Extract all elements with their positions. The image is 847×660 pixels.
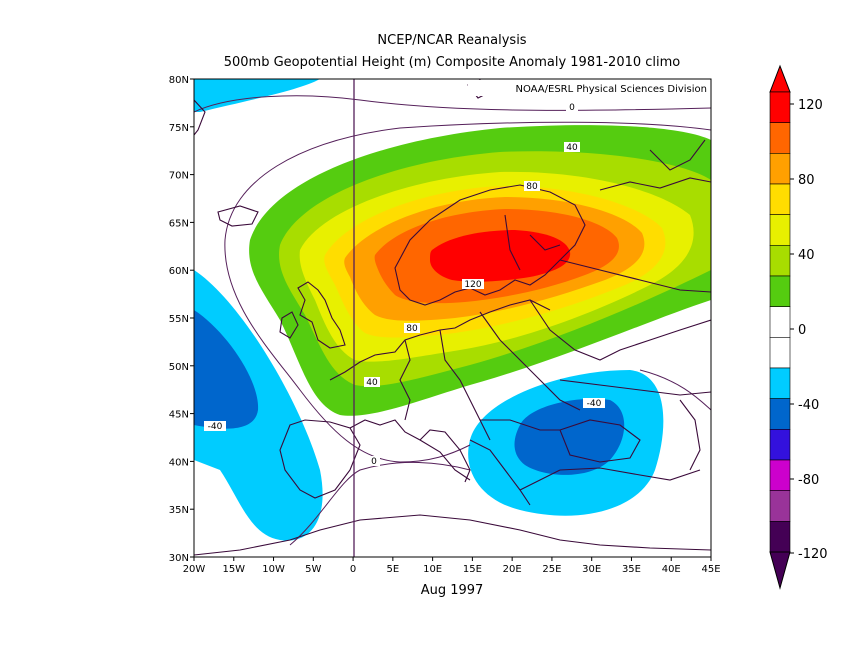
lon-tick-label: 20W [183,564,206,575]
longitude-axis: 20W 15W 10W 5W 0 5E 10E 15E 20E 25E 30E 35E 40E 45E [183,557,721,575]
contour-label-40-north: 40 [566,143,578,153]
lon-tick-label: 15E [463,564,482,575]
lat-tick-label: 50N [169,362,189,373]
contour-label-40-south: 40 [366,378,378,388]
colorbar: 120 80 40 0 -40 -80 -120 [769,64,828,590]
lat-tick-label: 40N [169,457,189,468]
colorbar-segment [769,183,791,215]
lon-tick-label: 10E [423,564,442,575]
lon-tick-label: 20E [503,564,522,575]
lat-tick-label: 55N [169,314,189,325]
lat-tick-label: 65N [169,218,189,229]
neg-west-40 [194,310,259,429]
colorbar-label: -120 [798,547,828,562]
colorbar-segment [769,337,791,369]
coastlines [194,79,711,556]
colorbar-label: 120 [798,98,823,113]
colorbar-top-arrow [769,64,791,93]
colorbar-label: -80 [798,473,819,488]
contour-zero-north [194,95,711,113]
colorbar-label: 80 [798,173,815,188]
colorbar-segment [769,367,791,399]
lon-tick-label: 35E [622,564,641,575]
colorbar-segment [769,153,791,185]
colorbar-segment [769,214,791,246]
colorbar-segment [769,490,791,522]
lon-tick-label: 0 [350,564,356,575]
credit-text: NOAA/ESRL Physical Sciences Division [516,84,708,95]
colorbar-label: 0 [798,323,806,338]
lat-tick-label: 45N [169,410,189,421]
colorbar-segment [769,521,791,553]
contour-label-neg40-east: -40 [587,399,602,409]
lat-tick-label: 80N [169,75,189,86]
colorbar-segment [769,429,791,461]
lat-tick-label: 70N [169,171,189,182]
neg-nw-20 [194,79,320,112]
lon-tick-label: 40E [662,564,681,575]
colorbar-segment [769,275,791,307]
neg-west-20 [194,270,323,541]
colorbar-label: 40 [798,248,815,263]
colorbar-segment [769,245,791,277]
colorbar-label: -40 [798,398,819,413]
lat-tick-label: 30N [169,553,189,564]
contour-label-0-north: 0 [569,103,575,113]
neg-se-40 [514,398,625,475]
lat-tick-label: 35N [169,505,189,516]
lon-tick-label: 10W [262,564,285,575]
contour-label-80-north: 80 [526,182,538,192]
latitude-axis: 80N 75N 70N 65N 60N 55N 50N 45N 40N 35N 30N [169,75,194,564]
lon-tick-label: 30E [582,564,601,575]
anomaly-field [194,79,711,557]
contour-labels: 0 40 80 120 80 40 -40 -40 0 [204,102,605,467]
colorbar-segment [769,306,791,338]
contour-neg20-east [639,369,711,411]
contour-label-neg40-west: -40 [208,422,223,432]
colorbar-segment [769,398,791,430]
contour-lines [194,95,711,546]
lat-tick-label: 75N [169,123,189,134]
lat-tick-label: 60N [169,266,189,277]
colorbar-segment [769,122,791,154]
contour-label-120: 120 [464,280,481,290]
contour-label-0-south: 0 [371,457,377,467]
period-label: Aug 1997 [421,583,484,598]
contour-zero-south [289,461,471,546]
lon-tick-label: 25E [542,564,561,575]
title-line-1: NCEP/NCAR Reanalysis [377,33,526,48]
credit-box [468,80,710,96]
colorbar-segment [769,91,791,123]
colorbar-bottom-arrow [769,551,791,590]
lon-tick-label: 15W [222,564,245,575]
contour-zero-mid [224,121,711,463]
contour-label-80-south: 80 [406,324,418,334]
lon-tick-label: 5E [387,564,400,575]
colorbar-segment [769,459,791,491]
pos-120 [430,230,571,282]
title-line-2: 500mb Geopotential Height (m) Composite … [224,55,681,70]
lon-tick-label: 45E [701,564,720,575]
lon-tick-label: 5W [305,564,321,575]
